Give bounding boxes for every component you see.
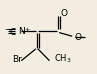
Text: N$^{+}$: N$^{+}$ xyxy=(18,25,31,37)
Text: Br: Br xyxy=(13,55,22,64)
Text: O: O xyxy=(75,32,82,42)
Text: $^{-}$C: $^{-}$C xyxy=(4,26,18,37)
Text: O: O xyxy=(61,9,68,18)
Text: $\mathregular{CH_3}$: $\mathregular{CH_3}$ xyxy=(54,53,72,65)
